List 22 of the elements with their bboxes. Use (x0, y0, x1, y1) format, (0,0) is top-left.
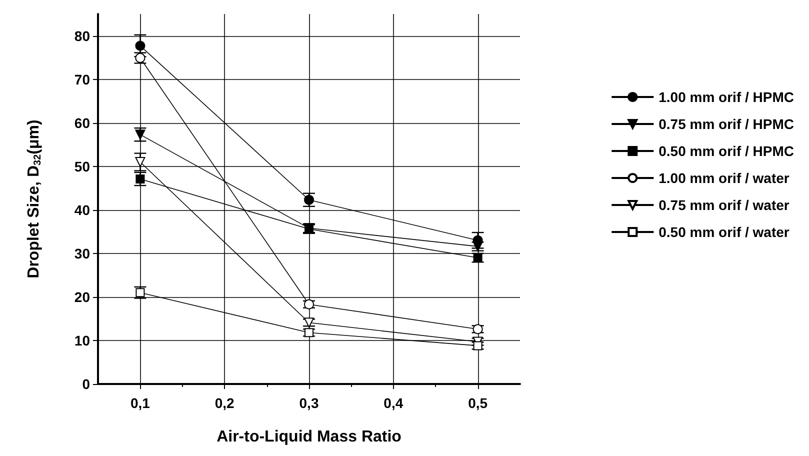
y-tick-label: 50 (74, 158, 90, 174)
legend-label: 0.75 mm orif / HPMC (658, 116, 794, 132)
legend-label: 0.50 mm orif / water (658, 224, 790, 240)
x-tick-label: 0,4 (384, 395, 404, 411)
y-tick-label: 20 (74, 288, 90, 305)
x-tick-label: 0,3 (299, 395, 319, 411)
legend-label: 1.00 mm orif / water (658, 170, 790, 186)
y-axis-title: Droplet Size, D32(μm) (26, 120, 44, 278)
y-tick-label: 60 (74, 114, 90, 131)
y-tick-label: 40 (74, 202, 90, 218)
y-tick-label: 80 (74, 28, 90, 44)
legend-label: 0.75 mm orif / water (658, 197, 790, 213)
legend-label: 0.50 mm orif / HPMC (658, 143, 794, 159)
y-tick-label: 10 (74, 332, 90, 348)
y-tick-label: 30 (74, 245, 90, 262)
x-axis-title: Air-to-Liquid Mass Ratio (216, 428, 402, 446)
y-tick-label: 70 (74, 71, 90, 88)
y-tick-label: 0 (82, 376, 90, 392)
legend-label: 1.00 mm orif / HPMC (658, 89, 794, 105)
x-tick-label: 0,1 (130, 395, 150, 411)
x-tick-label: 0,5 (468, 395, 488, 411)
x-tick-label: 0,2 (214, 395, 235, 411)
